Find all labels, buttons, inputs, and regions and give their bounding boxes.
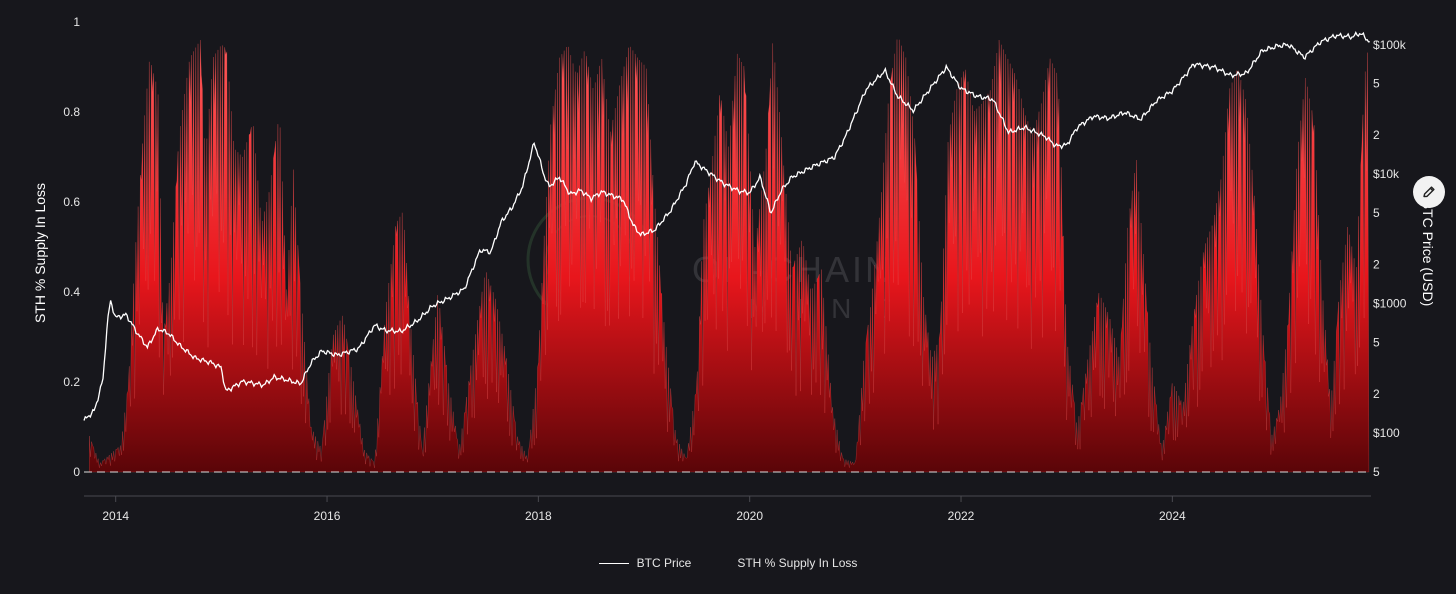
y-axis-left: 0 0.2 0.4 0.6 0.8 1 — [63, 15, 80, 479]
y-right-tick-label: 5 — [1373, 206, 1380, 220]
y-right-tick-label: 2 — [1373, 128, 1380, 142]
y-right-tick-label: $100k — [1373, 38, 1407, 52]
y-axis-right-title: BTC Price (USD) — [1420, 200, 1436, 307]
x-tick-label: 2016 — [314, 509, 341, 523]
y-right-tick-label: 2 — [1373, 258, 1380, 272]
y-left-tick-label: 0 — [73, 465, 80, 479]
btc-price-layer — [83, 31, 1370, 421]
edit-button[interactable] — [1413, 176, 1445, 208]
y-right-tick-label: $100 — [1373, 426, 1400, 440]
y-left-tick-label: 0.8 — [63, 105, 80, 119]
legend-label-sth-supply: STH % Supply In Loss — [737, 556, 858, 570]
y-left-tick-label: 0.6 — [63, 195, 80, 209]
x-tick-label: 2024 — [1159, 509, 1186, 523]
y-left-tick-label: 0.4 — [63, 285, 80, 299]
x-tick-label: 2014 — [102, 509, 129, 523]
legend-item-sth-supply[interactable]: STH % Supply In Loss — [737, 556, 857, 570]
y-right-tick-label: 5 — [1373, 336, 1380, 350]
y-axis-left-title: STH % Supply In Loss — [32, 183, 48, 323]
legend-swatch-btc-price — [598, 562, 629, 564]
x-tick-label: 2018 — [525, 509, 552, 523]
sth-supply-in-loss-area — [89, 39, 1370, 473]
x-tick-label: 2020 — [736, 509, 763, 523]
y-left-tick-label: 0.2 — [63, 375, 80, 389]
y-right-tick-label: 5 — [1373, 465, 1380, 479]
x-axis: 2014 2016 2018 2020 2022 2024 — [102, 496, 1186, 523]
y-right-tick-label: $1000 — [1373, 297, 1407, 311]
y-axis-right: $100k 5 2 $10k 5 2 $1000 5 2 $100 5 — [1373, 38, 1407, 479]
pencil-icon — [1423, 186, 1435, 198]
legend-item-btc-price[interactable]: BTC Price — [598, 556, 692, 570]
y-left-tick-label: 1 — [73, 15, 80, 29]
y-right-tick-label: 2 — [1373, 387, 1380, 401]
y-right-tick-label: $10k — [1373, 167, 1400, 181]
y-right-tick-label: 5 — [1373, 77, 1380, 91]
legend-label-btc-price: BTC Price — [636, 556, 692, 570]
x-tick-label: 2022 — [948, 509, 975, 523]
sth-area-layer — [89, 39, 1370, 473]
legend: BTC Price STH % Supply In Loss — [0, 553, 1456, 573]
btc-price-line — [83, 31, 1370, 421]
